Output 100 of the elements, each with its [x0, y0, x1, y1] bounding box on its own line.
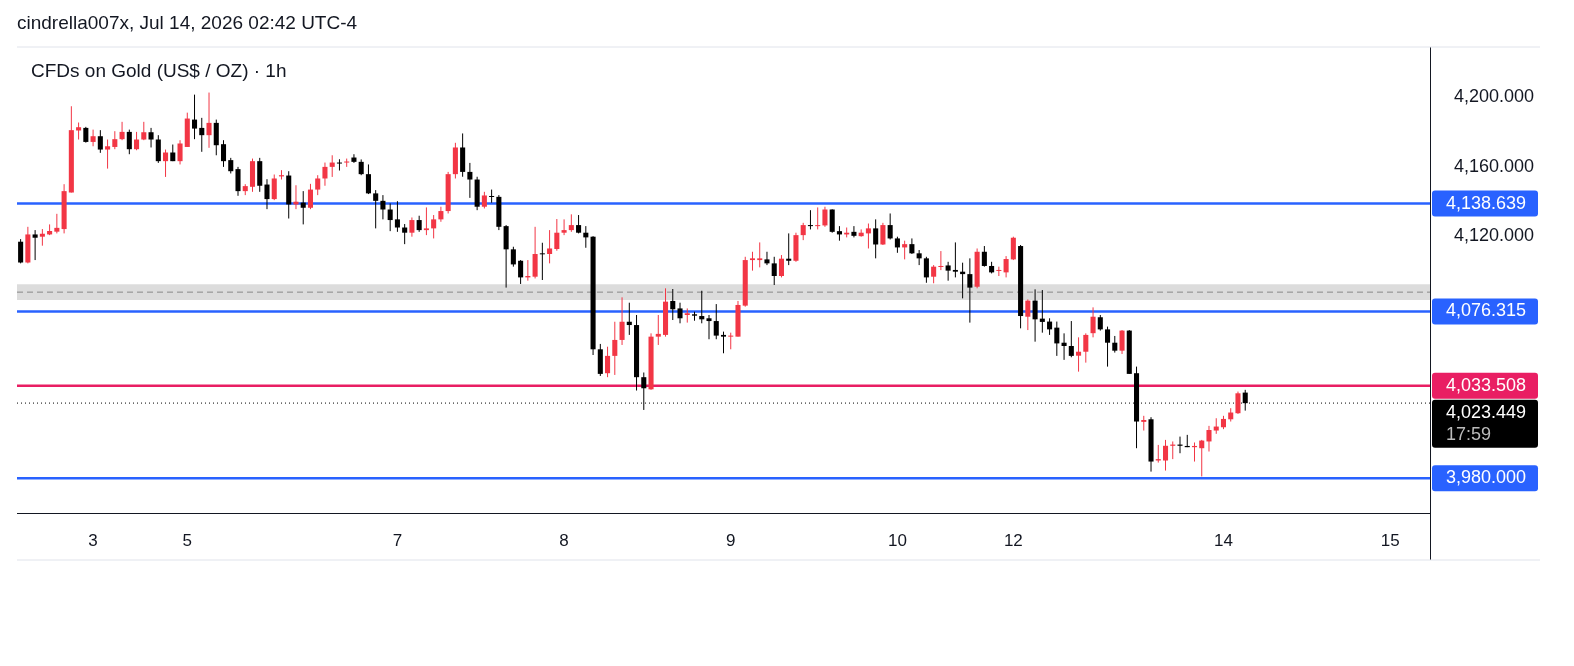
- candlestick: [605, 346, 611, 378]
- candlestick: [1177, 436, 1183, 454]
- x-tick-label: 10: [887, 530, 907, 550]
- candlestick: [54, 213, 60, 234]
- x-tick-label: 5: [182, 530, 193, 550]
- candlestick: [539, 242, 545, 281]
- candlestick: [387, 202, 393, 232]
- candlestick: [938, 250, 944, 271]
- candlestick: [547, 229, 553, 264]
- candlestick: [307, 183, 314, 210]
- candlestick: [423, 206, 429, 236]
- candlestick: [713, 303, 719, 340]
- candlestick: [1206, 425, 1212, 452]
- ref-line-label: 4,076.315: [1446, 300, 1527, 321]
- candlestick: [351, 153, 357, 164]
- candlestick: [431, 214, 437, 239]
- candlestick: [97, 129, 103, 154]
- candlestick: [365, 163, 371, 195]
- ref-line-label: 3,980.000: [1446, 467, 1527, 488]
- candlestick: [1010, 236, 1016, 261]
- candlestick: [757, 241, 763, 268]
- candlestick: [778, 254, 785, 278]
- x-tick-label: 3: [88, 530, 98, 550]
- candlestick: [829, 208, 835, 234]
- candlestick: [112, 130, 118, 150]
- candlestick: [32, 229, 38, 261]
- candlestick: [945, 261, 951, 282]
- candlestick: [749, 251, 756, 272]
- candlestick: [554, 218, 560, 252]
- x-tick-label: 14: [1214, 530, 1233, 550]
- candlestick: [329, 154, 335, 178]
- candlestick: [655, 314, 661, 346]
- candlestick: [1235, 391, 1241, 415]
- candlestick: [952, 241, 958, 278]
- candlestick: [163, 149, 169, 178]
- candlestick: [619, 296, 625, 346]
- text: cindrella007x, Jul 14, 2026 02:42 UTC-4: [17, 12, 358, 34]
- candlestick: [336, 158, 342, 172]
- x-tick-label: 12: [1003, 530, 1023, 550]
- candlestick: [394, 200, 400, 233]
- candlestick: [1199, 439, 1205, 477]
- candlestick: [677, 302, 683, 324]
- candlestick: [916, 249, 922, 266]
- candlestick: [90, 129, 96, 147]
- candlestick: [931, 264, 937, 284]
- candlestick: [315, 174, 321, 196]
- candlestick: [880, 222, 886, 246]
- candlestick: [119, 121, 125, 141]
- candlestick: [720, 331, 727, 354]
- candlestick: [1054, 321, 1060, 357]
- candlestick: [510, 246, 516, 268]
- candlestick: [148, 127, 154, 148]
- candlestick: [380, 194, 386, 220]
- candlestick: [235, 166, 241, 197]
- candlestick: [815, 206, 821, 230]
- candlestick: [1119, 329, 1125, 355]
- candlestick: [105, 139, 111, 170]
- candlestick: [264, 178, 270, 210]
- candlestick: [996, 266, 1002, 277]
- candlestick: [155, 134, 161, 164]
- candlestick: [438, 206, 444, 223]
- candlestick: [1105, 326, 1111, 368]
- candlestick: [402, 223, 408, 245]
- ref-line-label: 4,138.639: [1446, 192, 1527, 213]
- candlestick: [322, 162, 328, 187]
- candlestick: [807, 209, 813, 230]
- candlestick: [771, 256, 777, 286]
- candlestick: [873, 218, 879, 259]
- text: CFDs on Gold (US$ / OZ) · 1h: [31, 60, 287, 82]
- candlestick: [373, 189, 379, 229]
- candlestick: [220, 139, 227, 168]
- candlestick: [1003, 255, 1009, 278]
- candlestick: [532, 226, 538, 279]
- candlestick: [1162, 439, 1169, 472]
- candlestick: [1090, 306, 1096, 338]
- candlestick: [489, 189, 495, 204]
- candlestick: [199, 117, 205, 153]
- y-tick-label: 4,120.000: [1454, 224, 1535, 245]
- candlestick: [981, 245, 987, 268]
- candlestick: [561, 218, 567, 236]
- candlestick: [967, 257, 973, 324]
- candlestick: [612, 321, 618, 376]
- candlestick: [126, 129, 132, 155]
- candlestick: [865, 223, 871, 249]
- candlestick: [271, 174, 277, 201]
- x-tick-label: 15: [1380, 530, 1400, 550]
- candlestick: [1083, 332, 1089, 364]
- candlestick: [764, 251, 770, 266]
- candlestick: [684, 307, 690, 324]
- y-tick-label: 4,160.000: [1454, 155, 1535, 176]
- candlestick: [822, 206, 828, 228]
- candlestick: [177, 139, 183, 165]
- candlestick: [467, 162, 473, 199]
- candlestick: [1068, 320, 1074, 358]
- candlestick: [18, 238, 24, 264]
- candlestick: [706, 314, 712, 340]
- y-tick-label: 4,200.000: [1454, 86, 1535, 107]
- candlestick: [1025, 298, 1031, 331]
- candlestick: [213, 119, 219, 156]
- candlestick: [134, 131, 140, 151]
